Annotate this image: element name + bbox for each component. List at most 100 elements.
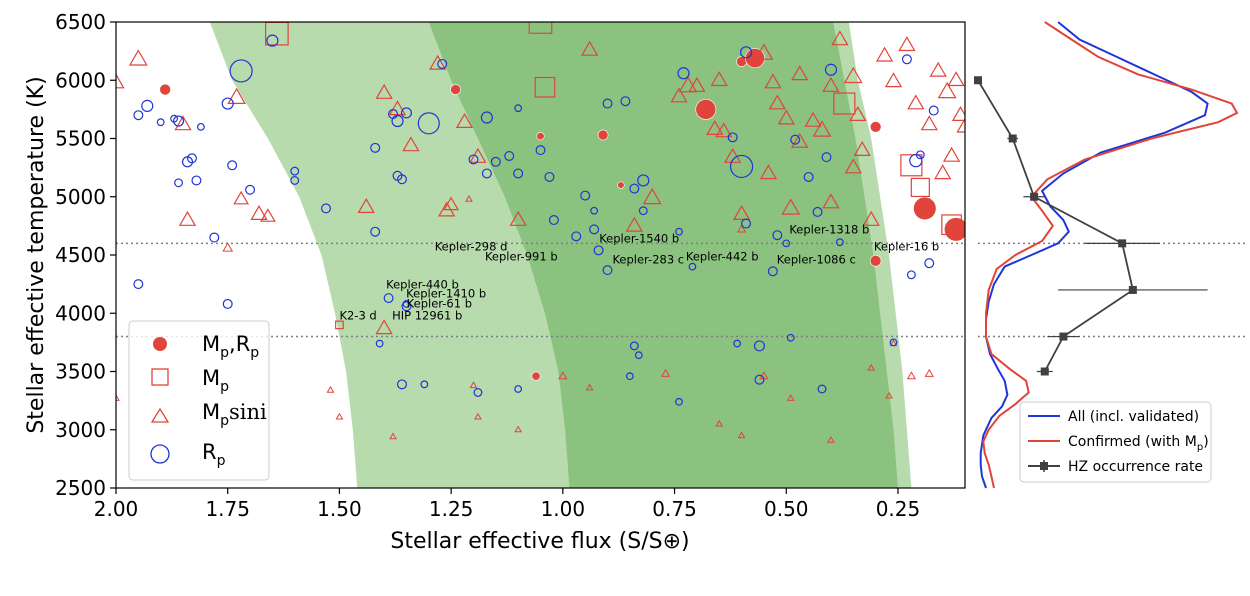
rp-point-77 — [514, 385, 523, 393]
rp-point-25 — [437, 58, 448, 69]
rp-point-39 — [580, 190, 591, 201]
rp-point-80 — [625, 372, 634, 381]
mpsini-point-1 — [116, 73, 125, 89]
legend-side: All (incl. validated) Confirmed (with Mp… — [1019, 401, 1212, 483]
mpsini-point-59 — [934, 164, 952, 180]
mpsini-point-53 — [844, 158, 862, 174]
mpsini-point-41 — [884, 72, 903, 88]
rp-point-45 — [637, 174, 650, 187]
rp-point-9 — [227, 160, 238, 171]
rp-point-8 — [221, 97, 234, 110]
mpsini-point-71 — [737, 431, 746, 439]
mpsini-point-80 — [736, 224, 747, 233]
rp-point-55 — [741, 218, 752, 229]
rp-point-15 — [321, 203, 332, 214]
mpsini-point-35 — [822, 76, 840, 92]
rp-point-54 — [729, 154, 754, 179]
occurrence-rate-line — [977, 79, 1134, 372]
rp-point-64 — [835, 238, 844, 247]
rp-point-76 — [473, 388, 483, 397]
mpsini-point-17 — [509, 210, 527, 226]
mpsini-point-30 — [768, 94, 786, 110]
mpsini-point-56 — [688, 76, 706, 92]
rp-point-35 — [535, 145, 546, 156]
mpsini-point-28 — [754, 43, 774, 60]
mpsini-point-39 — [862, 210, 880, 226]
rp-point-2 — [156, 118, 165, 127]
mpsini-point-50 — [942, 146, 961, 162]
mpsini-point-27 — [732, 204, 751, 220]
mpsini-point-66 — [514, 425, 523, 433]
mpsini-point-63 — [389, 432, 397, 440]
mpsini-point-65 — [474, 412, 482, 420]
mprp-point-8 — [869, 255, 882, 267]
planet-label-8: Kepler-440 b — [386, 278, 459, 292]
mpsini-point-58 — [849, 105, 867, 121]
rp-point-43 — [602, 265, 613, 276]
mpsini-point-31 — [777, 109, 795, 125]
occurrence-point-3 — [1118, 239, 1127, 248]
mpsini-point-2 — [174, 115, 192, 131]
planet-label-1: Kepler-991 b — [485, 250, 558, 264]
rp-point-75 — [420, 380, 429, 389]
rp-point-19 — [370, 226, 381, 237]
rp-point-46 — [602, 98, 613, 109]
planet-label-6: Kepler-1086 c — [777, 253, 856, 267]
rp-point-70 — [928, 105, 939, 116]
y-tick-label-4: 4500 — [55, 243, 106, 267]
occurrence-point-6 — [1040, 367, 1049, 376]
y-axis-label: Stellar effective temperature (K) — [24, 76, 49, 433]
rp-point-24 — [417, 112, 440, 135]
y-tick-label-1: 3000 — [55, 418, 106, 442]
y-tick-label-8: 6500 — [55, 10, 106, 34]
mpsini-point-34 — [812, 120, 832, 137]
mpsini-point-40 — [875, 46, 894, 62]
rp-point-65 — [901, 54, 912, 65]
mpsini-point-45 — [929, 61, 947, 77]
planet-label-3: Kepler-283 c — [612, 253, 684, 267]
rp-point-89 — [402, 300, 411, 308]
rp-point-62 — [821, 152, 832, 163]
x-tick-label-6: 0.50 — [764, 497, 809, 521]
mprp-point-0 — [159, 83, 171, 96]
legend-confirmed-label: Confirmed (with Mp) — [1068, 434, 1209, 453]
rp-point-7 — [191, 175, 202, 186]
mpsini-point-76 — [906, 371, 917, 380]
mpsini-point-46 — [937, 81, 957, 99]
rp-point-83 — [753, 340, 766, 352]
planet-label-2: Kepler-1540 b — [599, 232, 679, 246]
y-tick-label-2: 3500 — [55, 360, 106, 384]
side-curve-0 — [979, 21, 1209, 489]
rp-point-23 — [400, 107, 412, 119]
rp-point-66 — [909, 153, 923, 168]
legend-mpsini-marker — [150, 407, 170, 423]
mpsini-point-81 — [465, 194, 473, 202]
mpsini-point-54 — [759, 164, 778, 180]
mpsini-point-52 — [822, 193, 840, 209]
mpsini-point-32 — [791, 132, 809, 148]
rp-point-0 — [141, 99, 154, 112]
legend-occurrence-label: HZ occurrence rate — [1068, 459, 1203, 475]
legend-mp-marker — [151, 368, 169, 386]
mpsini-point-3 — [178, 210, 197, 226]
mpsini-point-68 — [585, 383, 594, 391]
mpsini-point-57 — [791, 65, 809, 81]
conservative-habitable-zone — [428, 22, 898, 488]
rp-point-90 — [383, 293, 394, 304]
planet-label-7: Kepler-16 b — [874, 240, 939, 254]
mpsini-point-49 — [956, 117, 965, 133]
mp-point-2 — [534, 76, 556, 98]
rp-point-68 — [906, 270, 916, 280]
rp-point-38 — [571, 231, 582, 242]
x-tick-label-7: 0.25 — [876, 497, 921, 521]
rp-point-87 — [889, 338, 898, 347]
mpsini-point-60 — [222, 242, 234, 252]
rp-point-59 — [790, 134, 801, 145]
rp-point-42 — [593, 245, 604, 256]
x-axis-label: Stellar effective flux (S/S⊕) — [390, 529, 689, 554]
mpsini-point-78 — [885, 391, 893, 399]
rp-point-18 — [133, 279, 144, 290]
mpsini-point-7 — [260, 208, 276, 222]
mpsini-point-6 — [250, 204, 268, 220]
rp-point-40 — [590, 206, 599, 215]
